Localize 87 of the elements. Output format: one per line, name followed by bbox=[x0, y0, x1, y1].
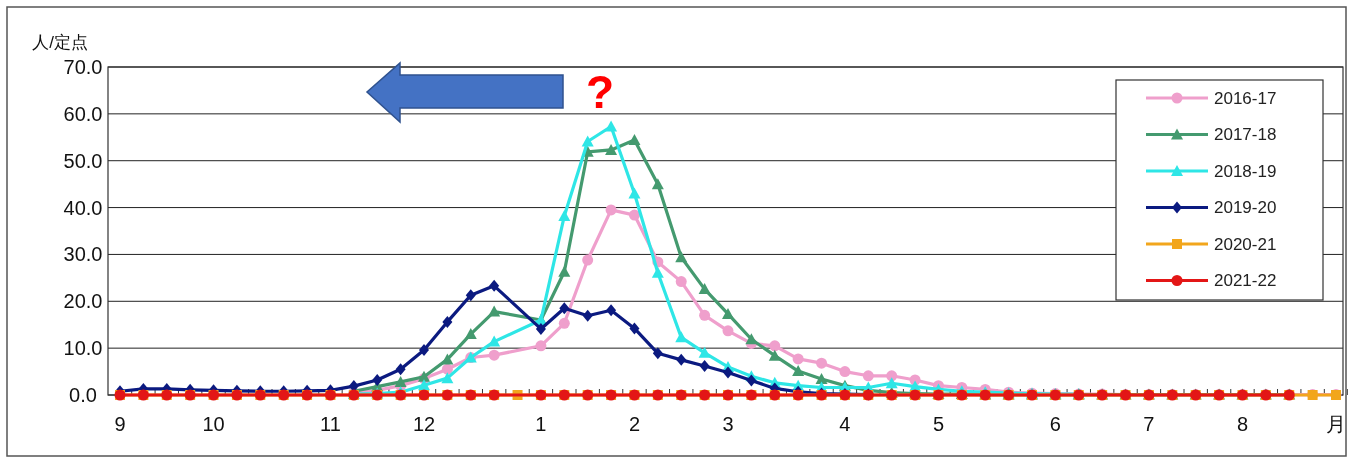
point bbox=[581, 135, 594, 147]
point bbox=[745, 333, 758, 345]
point bbox=[839, 366, 851, 378]
y-axis-title: 人/定点 bbox=[32, 33, 88, 52]
point bbox=[558, 265, 571, 277]
y-tick-label: 20.0 bbox=[63, 290, 103, 313]
x-tick-label: 7 bbox=[1143, 413, 1155, 435]
y-tick-label: 0.0 bbox=[69, 384, 97, 406]
point bbox=[699, 359, 710, 372]
annotation: ? bbox=[585, 66, 615, 118]
point bbox=[746, 374, 757, 387]
point bbox=[675, 251, 688, 263]
point bbox=[722, 307, 734, 319]
legend-label: 2017-18 bbox=[1214, 125, 1277, 145]
legend-label: 2016-17 bbox=[1214, 88, 1277, 108]
point bbox=[488, 305, 501, 317]
legend-label: 2019-20 bbox=[1214, 198, 1277, 218]
point bbox=[606, 304, 617, 317]
point bbox=[815, 373, 828, 385]
x-tick-label: 5 bbox=[932, 413, 945, 435]
x-tick-label: 10 bbox=[202, 413, 225, 435]
point bbox=[441, 372, 454, 384]
point bbox=[652, 347, 663, 360]
point bbox=[488, 335, 501, 347]
point bbox=[792, 353, 804, 365]
x-tick-label: 月 bbox=[1326, 413, 1346, 435]
point bbox=[558, 317, 570, 329]
point bbox=[535, 340, 547, 352]
point bbox=[629, 322, 640, 335]
point bbox=[559, 302, 570, 315]
point bbox=[769, 340, 781, 352]
point bbox=[605, 143, 618, 155]
point bbox=[582, 254, 594, 266]
point bbox=[628, 209, 640, 221]
point bbox=[722, 325, 734, 337]
point bbox=[768, 349, 781, 361]
point bbox=[372, 374, 383, 387]
point bbox=[582, 309, 593, 322]
x-tick-label: 4 bbox=[839, 413, 851, 435]
x-tick-label: 6 bbox=[1049, 413, 1061, 435]
point bbox=[699, 309, 711, 321]
point bbox=[675, 331, 688, 343]
y-tick-label: 70.0 bbox=[63, 56, 103, 78]
point bbox=[698, 283, 711, 295]
point bbox=[792, 365, 805, 377]
point bbox=[394, 375, 407, 387]
point bbox=[628, 187, 641, 199]
point bbox=[605, 204, 617, 216]
point bbox=[651, 266, 664, 278]
point bbox=[418, 379, 430, 391]
y-tick-label: 60.0 bbox=[63, 102, 103, 125]
point bbox=[419, 344, 429, 357]
point bbox=[628, 134, 641, 146]
legend-label: 2020-21 bbox=[1214, 234, 1277, 254]
point bbox=[698, 346, 711, 358]
y-tick-label: 50.0 bbox=[63, 149, 103, 172]
x-tick-label: 11 bbox=[320, 413, 341, 435]
x-tick-label: 1 bbox=[535, 413, 547, 435]
y-tick-label: 10.0 bbox=[63, 337, 103, 360]
legend-label: 2021-22 bbox=[1214, 271, 1277, 291]
point bbox=[651, 178, 664, 190]
point bbox=[465, 289, 476, 302]
y-tick-label: 30.0 bbox=[63, 243, 103, 266]
point bbox=[441, 353, 454, 365]
point bbox=[723, 366, 733, 379]
point bbox=[488, 349, 500, 361]
legend-label: 2018-19 bbox=[1214, 161, 1277, 181]
point bbox=[886, 370, 898, 382]
point bbox=[535, 322, 546, 335]
point bbox=[441, 363, 453, 375]
point bbox=[885, 377, 898, 389]
point bbox=[442, 315, 453, 328]
point bbox=[862, 370, 874, 382]
point bbox=[605, 120, 618, 132]
point bbox=[464, 328, 477, 340]
x-tick-label: 3 bbox=[722, 413, 734, 435]
point bbox=[676, 353, 687, 366]
point bbox=[395, 363, 406, 376]
x-tick-label: 8 bbox=[1236, 413, 1249, 435]
point bbox=[816, 357, 828, 369]
x-tick-label: 12 bbox=[412, 413, 436, 435]
x-tick-label: 2 bbox=[628, 413, 641, 435]
point bbox=[558, 210, 571, 222]
y-tick-label: 40.0 bbox=[63, 196, 103, 219]
point bbox=[675, 276, 687, 288]
x-tick-label: 9 bbox=[114, 413, 126, 435]
point bbox=[489, 279, 500, 292]
